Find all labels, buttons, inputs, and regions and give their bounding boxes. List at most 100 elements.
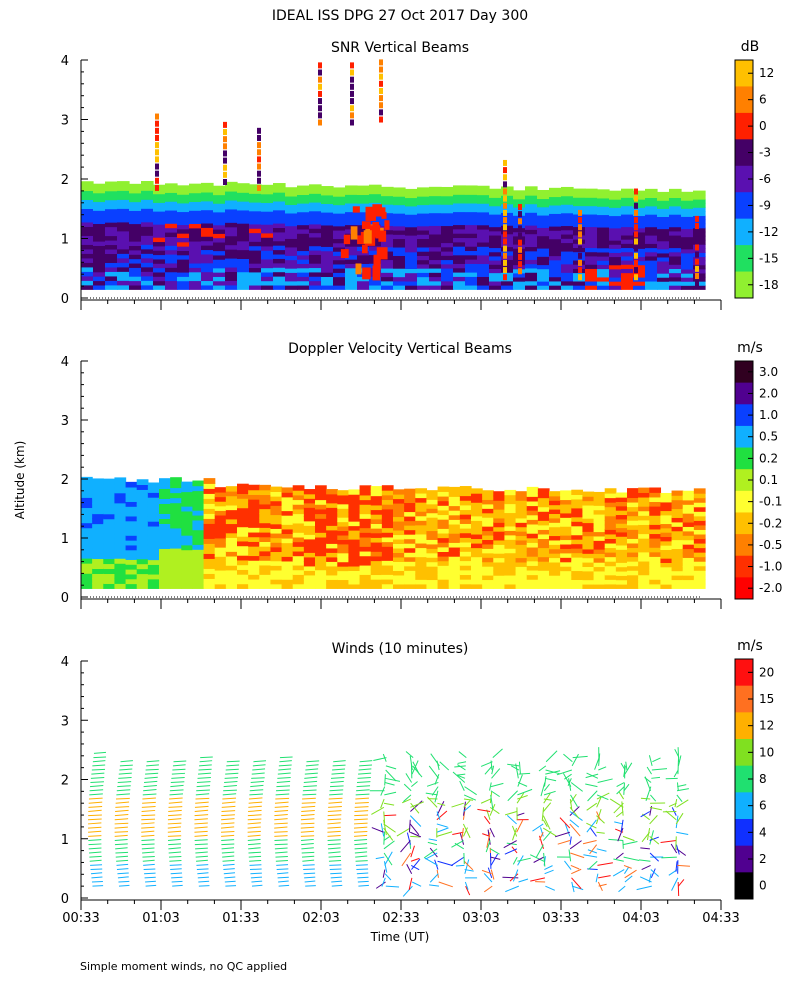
velocity-cell <box>549 566 561 572</box>
velocity-cell <box>259 541 272 547</box>
velocity-cell <box>560 521 572 527</box>
velocity-cell <box>114 557 127 564</box>
colorbar-unit: m/s <box>737 638 763 654</box>
snr-cell <box>525 276 538 282</box>
snr-cell <box>225 226 238 232</box>
snr-cell <box>333 242 346 248</box>
y-tick-label: 2 <box>61 473 69 488</box>
velocity-cell <box>292 560 305 566</box>
velocity-cell <box>181 505 194 512</box>
velocity-cell <box>504 574 517 581</box>
wind-barb <box>532 823 544 832</box>
snr-cell <box>363 230 372 244</box>
velocity-cell <box>281 496 294 502</box>
snr-cell <box>297 258 310 264</box>
wind-barb <box>278 884 290 887</box>
snr-cell <box>669 222 682 228</box>
velocity-cell <box>393 502 405 509</box>
snr-cell <box>105 199 118 205</box>
velocity-cell <box>337 507 350 514</box>
snr-streak <box>503 195 507 202</box>
snr-cell <box>153 241 166 247</box>
velocity-cell <box>426 574 439 581</box>
velocity-cell <box>214 551 227 557</box>
velocity-cell <box>359 564 372 571</box>
snr-cell <box>381 199 394 205</box>
velocity-cell <box>292 513 305 519</box>
velocity-cell <box>192 500 205 506</box>
velocity-cell <box>315 522 327 529</box>
velocity-cell <box>315 583 327 589</box>
wind-barb <box>90 868 103 871</box>
wind-barb <box>144 780 158 783</box>
wind-barb <box>586 802 598 811</box>
snr-streak <box>634 245 638 252</box>
snr-cell <box>657 220 670 226</box>
wind-barb <box>88 835 102 837</box>
snr-cell <box>249 262 262 269</box>
snr-cell <box>381 212 394 218</box>
velocity-cell <box>638 496 650 503</box>
snr-cell <box>141 208 154 214</box>
velocity-cell <box>170 497 182 504</box>
wind-barb <box>117 781 132 783</box>
snr-cell <box>129 214 142 220</box>
velocity-cell <box>415 501 428 508</box>
wind-barb <box>332 764 346 767</box>
snr-cell <box>249 227 262 234</box>
snr-cell <box>645 243 658 249</box>
snr-cell <box>249 249 262 255</box>
snr-cell <box>105 186 118 192</box>
velocity-cell <box>549 583 561 589</box>
snr-cell <box>285 195 298 201</box>
snr-cell <box>489 230 502 236</box>
wind-barb <box>116 859 129 862</box>
wind-barb <box>410 857 420 862</box>
velocity-cell <box>348 529 361 536</box>
snr-cell <box>609 211 622 217</box>
velocity-cell <box>337 583 350 589</box>
snr-cell <box>525 280 538 286</box>
velocity-cell <box>203 488 216 494</box>
snr-cell <box>297 189 310 195</box>
snr-cell <box>597 243 610 249</box>
snr-cell <box>465 245 478 252</box>
wind-barb <box>517 788 533 796</box>
wind-barb <box>116 793 130 796</box>
snr-cell <box>129 205 142 211</box>
snr-cell <box>621 222 634 228</box>
velocity-cell <box>337 490 350 496</box>
wind-barb <box>483 816 491 825</box>
velocity-cell <box>615 501 628 507</box>
wind-barb <box>142 855 155 858</box>
velocity-cell <box>682 552 695 558</box>
velocity-cell <box>459 555 472 562</box>
snr-cell <box>609 239 622 245</box>
snr-cell <box>597 284 610 290</box>
wind-barb <box>251 884 263 887</box>
snr-cell <box>465 224 478 230</box>
wind-barb <box>248 809 262 812</box>
wind-barb <box>545 750 558 763</box>
snr-cell <box>477 250 490 256</box>
snr-cell <box>81 271 94 277</box>
snr-cell <box>585 268 598 274</box>
velocity-cell <box>493 500 506 506</box>
wind-barb <box>276 785 291 788</box>
snr-streak <box>155 170 159 177</box>
velocity-cell <box>92 538 104 545</box>
snr-cell <box>453 198 466 204</box>
wind-barb <box>194 822 208 825</box>
velocity-cell <box>248 550 260 557</box>
wind-barb <box>424 857 439 866</box>
velocity-cell <box>203 483 216 489</box>
snr-cell <box>117 248 130 254</box>
snr-cell <box>621 284 634 290</box>
wind-barb <box>431 786 439 796</box>
wind-barb <box>169 864 182 866</box>
velocity-cell <box>404 565 416 571</box>
wind-barb <box>463 794 477 801</box>
snr-cell <box>417 259 430 265</box>
snr-cell <box>141 180 154 187</box>
